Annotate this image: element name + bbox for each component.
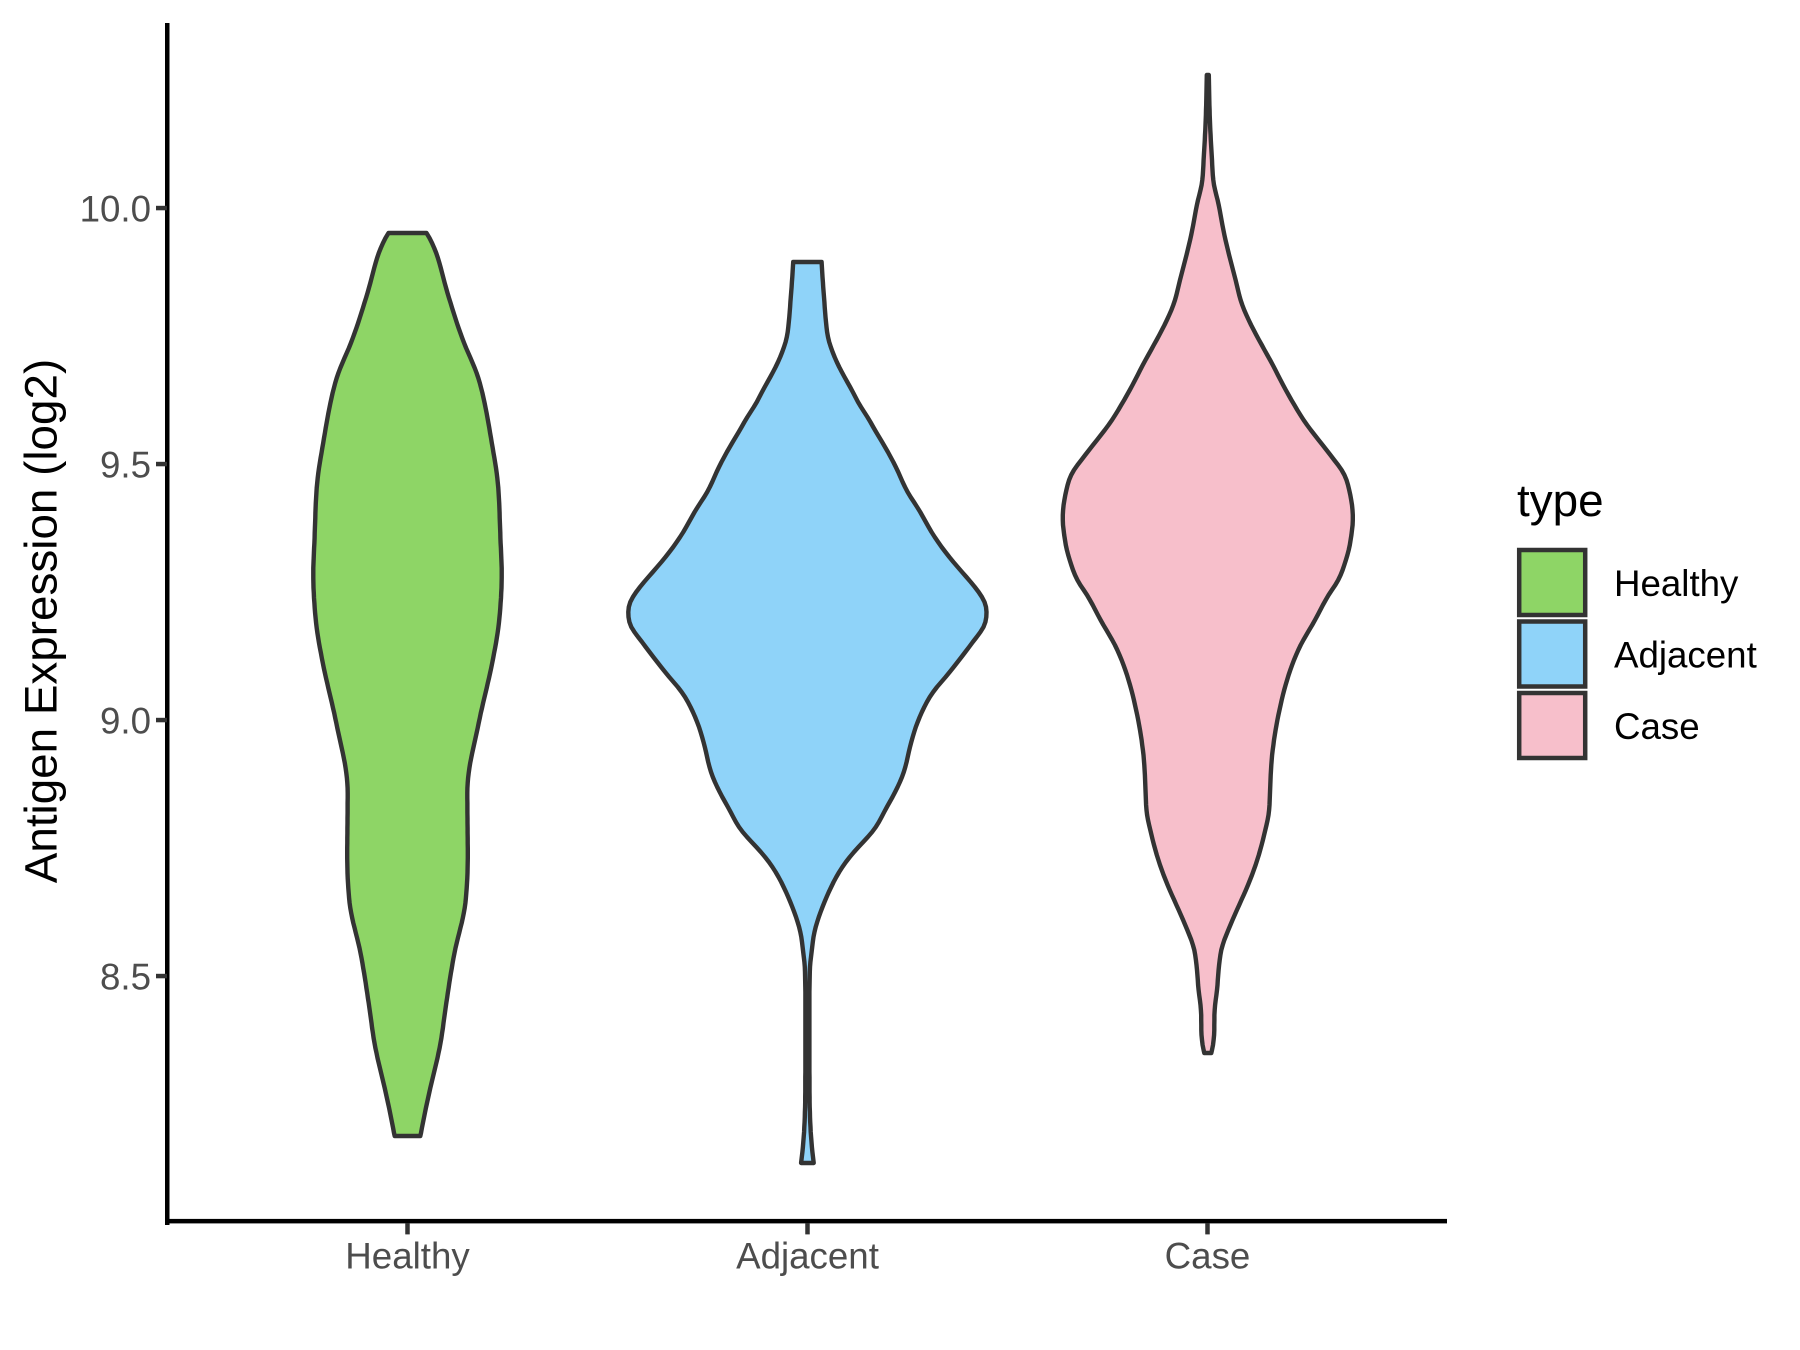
svg-text:Adjacent: Adjacent	[736, 1236, 879, 1277]
svg-text:Healthy: Healthy	[345, 1236, 470, 1277]
svg-text:9.0: 9.0	[100, 700, 151, 741]
svg-text:10.0: 10.0	[80, 188, 151, 229]
svg-text:Antigen Expression (log2): Antigen Expression (log2)	[16, 359, 67, 883]
svg-text:Healthy: Healthy	[1614, 563, 1739, 604]
svg-text:Case: Case	[1165, 1236, 1251, 1277]
svg-text:8.5: 8.5	[100, 956, 151, 997]
svg-text:9.5: 9.5	[100, 444, 151, 485]
svg-text:Case: Case	[1614, 706, 1700, 747]
svg-text:type: type	[1517, 475, 1604, 526]
svg-text:Adjacent: Adjacent	[1614, 634, 1757, 675]
